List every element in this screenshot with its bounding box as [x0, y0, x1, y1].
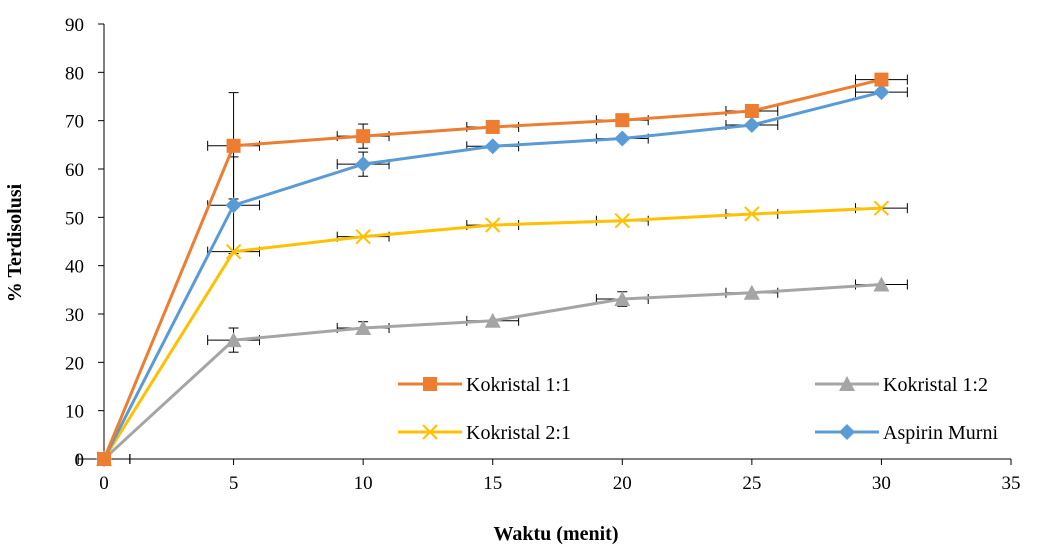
- data-point: [615, 113, 630, 128]
- y-tick-label: 80: [65, 63, 84, 84]
- data-point: [485, 217, 501, 233]
- y-tick-label: 50: [65, 208, 84, 229]
- data-point: [355, 228, 371, 245]
- data-point: [744, 104, 759, 118]
- y-tick-label: 90: [65, 15, 84, 36]
- x-axis-title: Waktu (menit): [494, 523, 619, 545]
- data-point: [226, 138, 241, 153]
- data-point: [225, 243, 242, 260]
- y-tick-label: 60: [65, 160, 84, 181]
- data-point: [225, 197, 242, 214]
- legend-label: Kokristal 1:1: [466, 374, 571, 396]
- y-tick-label: 0: [75, 450, 85, 471]
- legend-label: Aspirin Murni: [883, 422, 998, 444]
- data-point: [355, 320, 372, 336]
- y-tick-label: 30: [65, 305, 84, 326]
- x-tick-label: 10: [354, 473, 373, 494]
- data-point: [484, 312, 501, 328]
- data-point: [874, 72, 889, 87]
- data-point: [485, 119, 500, 134]
- data-point: [614, 130, 631, 147]
- legend-label: Kokristal 2:1: [466, 422, 571, 444]
- data-point: [225, 332, 242, 348]
- data-point: [873, 200, 890, 216]
- data-point: [873, 84, 890, 101]
- series-line: [102, 78, 882, 460]
- x-tick-label: 30: [872, 473, 891, 494]
- legend: Kokristal 1:1 Kokristal 1:2 Kokristal 2:1 A…: [398, 374, 998, 444]
- x-tick-label: 15: [483, 473, 502, 494]
- y-tick-label: 20: [65, 353, 84, 374]
- y-tick-label: 10: [65, 402, 84, 423]
- axes: 0 10 20 30 40 50 60 70 80 90 0 5 10 15 20 25 30 35: [65, 15, 1021, 494]
- data-point: [423, 377, 437, 391]
- y-tick-label: 40: [65, 257, 84, 278]
- data-point: [484, 138, 501, 155]
- legend-label: Kokristal 1:2: [883, 374, 988, 396]
- x-tick-label: 20: [613, 473, 632, 494]
- data-point: [743, 284, 760, 300]
- x-tick-label: 5: [229, 473, 239, 494]
- data-point: [614, 213, 630, 229]
- markers: [96, 72, 890, 467]
- x-tick-label: 0: [99, 473, 109, 494]
- data-point: [839, 376, 855, 391]
- data-point: [614, 291, 631, 307]
- x-tick-label: 25: [742, 473, 761, 494]
- data-point: [356, 129, 371, 144]
- data-point: [839, 424, 855, 440]
- data-point: [873, 276, 890, 292]
- x-tick-label: 35: [1002, 473, 1021, 494]
- y-axis-title: % Terdisolusi: [4, 183, 26, 302]
- data-point: [743, 117, 760, 134]
- y-tick-label: 70: [65, 112, 84, 133]
- data-point: [97, 452, 111, 466]
- series-lines: [102, 78, 882, 461]
- data-point: [355, 156, 372, 173]
- data-point: [744, 206, 760, 222]
- data-point: [422, 424, 438, 440]
